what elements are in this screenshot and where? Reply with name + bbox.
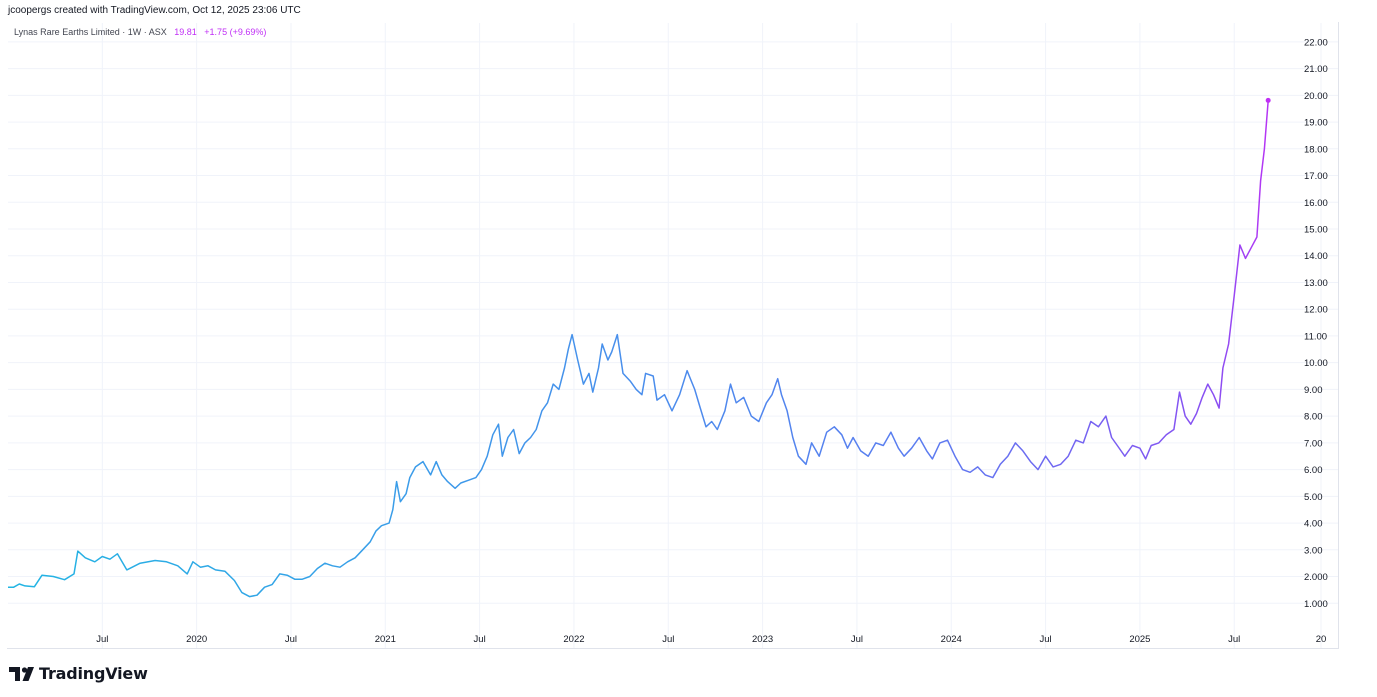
y-tick-label: 13.00 — [1304, 278, 1328, 289]
price-change: +1.75 (+9.69%) — [204, 27, 267, 37]
x-tick-label: 20 — [1316, 634, 1327, 645]
x-tick-label: Jul — [285, 634, 297, 645]
y-tick-label: 1.000 — [1304, 599, 1328, 610]
x-tick-label: Jul — [1039, 634, 1051, 645]
y-tick-label: 2.000 — [1304, 572, 1328, 583]
y-tick-label: 22.00 — [1304, 37, 1328, 48]
y-tick-label: 21.00 — [1304, 64, 1328, 75]
grid — [8, 23, 1338, 648]
x-tick-label: 2021 — [375, 634, 396, 645]
y-tick-label: 7.00 — [1304, 438, 1323, 449]
y-tick-label: 9.00 — [1304, 385, 1323, 396]
x-tick-label: Jul — [1228, 634, 1240, 645]
y-tick-label: 11.00 — [1304, 331, 1327, 342]
chart-frame — [7, 22, 1339, 649]
last-price-marker — [1265, 97, 1271, 103]
y-tick-label: 6.00 — [1304, 465, 1323, 476]
x-tick-label: 2025 — [1129, 634, 1150, 645]
brand-name: TradingView — [39, 664, 148, 683]
x-tick-label: 2024 — [941, 634, 962, 645]
y-tick-label: 12.00 — [1304, 305, 1328, 316]
series-layer — [8, 97, 1271, 598]
symbol-label: Lynas Rare Earths Limited · 1W · ASX — [14, 27, 167, 37]
y-tick-label: 5.00 — [1304, 492, 1323, 503]
x-tick-label: 2020 — [186, 634, 207, 645]
y-tick-label: 14.00 — [1304, 251, 1328, 262]
y-tick-label: 16.00 — [1304, 198, 1328, 209]
x-tick-label: Jul — [851, 634, 863, 645]
y-tick-label: 19.00 — [1304, 118, 1328, 129]
y-tick-label: 4.00 — [1304, 519, 1323, 530]
last-price: 19.81 — [174, 27, 197, 37]
y-tick-label: 3.00 — [1304, 545, 1323, 556]
y-axis: 1.000 2.000 3.00 4.00 5.00 6.00 7.00 8.00 9.00 10… — [1304, 37, 1328, 609]
chart-credit: jcoopergs created with TradingView.com, … — [8, 5, 301, 16]
x-tick-label: 2022 — [563, 634, 584, 645]
y-tick-label: 10.00 — [1304, 358, 1328, 369]
x-tick-label: Jul — [662, 634, 674, 645]
y-tick-label: 20.00 — [1304, 91, 1328, 102]
symbol-legend[interactable]: Lynas Rare Earths Limited · 1W · ASX 19.… — [14, 27, 266, 37]
tradingview-logo-icon — [9, 666, 34, 681]
tradingview-brand[interactable]: TradingView — [9, 664, 148, 683]
y-tick-label: 17.00 — [1304, 171, 1328, 182]
x-tick-label: Jul — [474, 634, 486, 645]
y-tick-label: 18.00 — [1304, 144, 1328, 155]
x-tick-label: Jul — [96, 634, 108, 645]
y-tick-label: 15.00 — [1304, 225, 1328, 236]
x-axis: Jul 2020 Jul 2021 Jul 2022 Jul 2023 Jul 2024 Jul 20… — [96, 634, 1326, 645]
x-tick-label: 2023 — [752, 634, 773, 645]
y-tick-label: 8.00 — [1304, 412, 1323, 423]
price-line — [8, 100, 1269, 598]
